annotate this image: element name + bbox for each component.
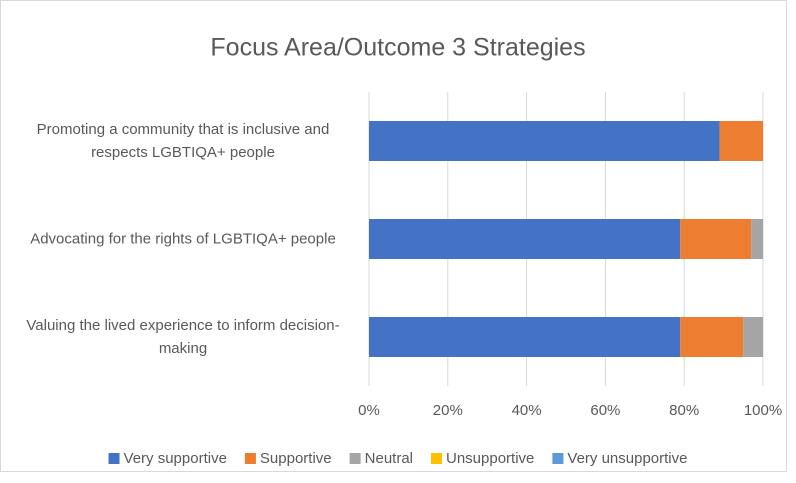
bar-segment — [719, 121, 763, 161]
x-tick-label: 40% — [512, 402, 542, 419]
legend-swatch — [431, 453, 442, 464]
category-label: Promoting a community that is inclusive … — [36, 121, 330, 161]
x-tick-label: 0% — [358, 402, 380, 419]
legend-swatch — [552, 453, 564, 464]
bar-segment — [369, 317, 681, 357]
legend-label: Unsupportive — [446, 450, 534, 467]
bar-segment — [369, 219, 681, 259]
legend-label: Supportive — [260, 450, 332, 467]
x-tick-label: 80% — [669, 402, 699, 419]
bar-segment — [680, 317, 744, 357]
legend-swatch — [108, 453, 120, 464]
bar-segment — [680, 219, 752, 259]
bar-segment — [743, 317, 763, 357]
legend-label: Neutral — [365, 450, 413, 467]
legend-swatch — [349, 453, 361, 464]
x-tick-label: 60% — [590, 402, 620, 419]
legend-label: Very unsupportive — [567, 450, 687, 467]
x-tick-label: 20% — [433, 402, 463, 419]
bar-segment — [369, 121, 720, 161]
category-label: Valuing the lived experience to inform d… — [26, 317, 340, 357]
legend-label: Very supportive — [124, 450, 227, 467]
x-tick-label: 100% — [744, 402, 782, 419]
bar-segment — [751, 219, 763, 259]
legend-swatch — [244, 453, 256, 464]
category-label: Advocating for the rights of LGBTIQA+ pe… — [30, 230, 336, 248]
chart-title: Focus Area/Outcome 3 Strategies — [210, 34, 585, 62]
